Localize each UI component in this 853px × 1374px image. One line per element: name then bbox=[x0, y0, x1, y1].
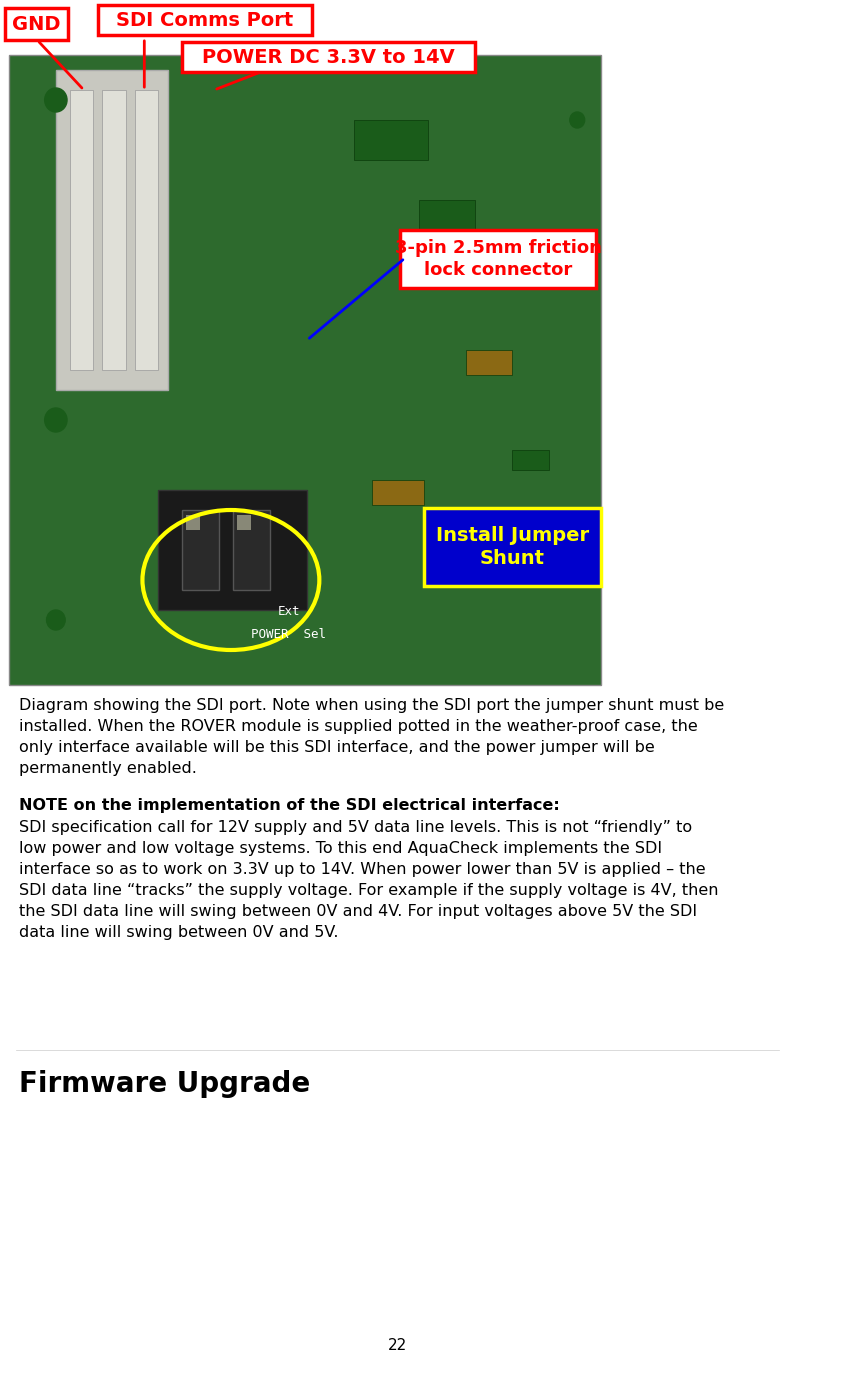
Text: POWER  Sel: POWER Sel bbox=[251, 628, 326, 642]
Bar bbox=[419, 201, 474, 229]
Bar bbox=[423, 508, 600, 585]
Bar bbox=[186, 515, 200, 530]
Text: POWER DC 3.3V to 14V: POWER DC 3.3V to 14V bbox=[201, 48, 454, 66]
Text: GND: GND bbox=[12, 15, 61, 33]
Text: Ext: Ext bbox=[277, 605, 299, 618]
Text: Firmware Upgrade: Firmware Upgrade bbox=[19, 1070, 310, 1098]
Bar bbox=[465, 350, 512, 375]
Bar bbox=[372, 480, 423, 506]
Bar bbox=[182, 510, 218, 589]
Circle shape bbox=[47, 610, 65, 631]
Circle shape bbox=[569, 113, 584, 128]
Bar bbox=[9, 55, 600, 686]
Bar bbox=[512, 451, 548, 470]
Bar bbox=[400, 229, 595, 289]
Circle shape bbox=[569, 541, 584, 558]
Bar bbox=[135, 91, 158, 370]
Text: Install Jumper
Shunt: Install Jumper Shunt bbox=[435, 526, 588, 569]
Bar bbox=[70, 91, 93, 370]
Bar bbox=[237, 515, 251, 530]
Bar bbox=[353, 120, 427, 159]
Text: SDI specification call for 12V supply and 5V data line levels. This is not “frie: SDI specification call for 12V supply an… bbox=[19, 820, 717, 940]
Bar bbox=[97, 5, 311, 34]
Text: 22: 22 bbox=[387, 1337, 407, 1352]
Bar bbox=[55, 70, 167, 390]
Bar bbox=[158, 491, 307, 610]
Bar bbox=[102, 91, 125, 370]
Bar bbox=[182, 43, 474, 71]
Text: 3-pin 2.5mm friction
lock connector: 3-pin 2.5mm friction lock connector bbox=[394, 239, 601, 279]
Circle shape bbox=[44, 88, 67, 113]
Text: NOTE on the implementation of the SDI electrical interface:: NOTE on the implementation of the SDI el… bbox=[19, 798, 559, 813]
Bar bbox=[4, 8, 68, 40]
Bar bbox=[233, 510, 270, 589]
Circle shape bbox=[44, 408, 67, 431]
Text: SDI Comms Port: SDI Comms Port bbox=[116, 11, 293, 29]
Text: Diagram showing the SDI port. Note when using the SDI port the jumper shunt must: Diagram showing the SDI port. Note when … bbox=[19, 698, 723, 776]
